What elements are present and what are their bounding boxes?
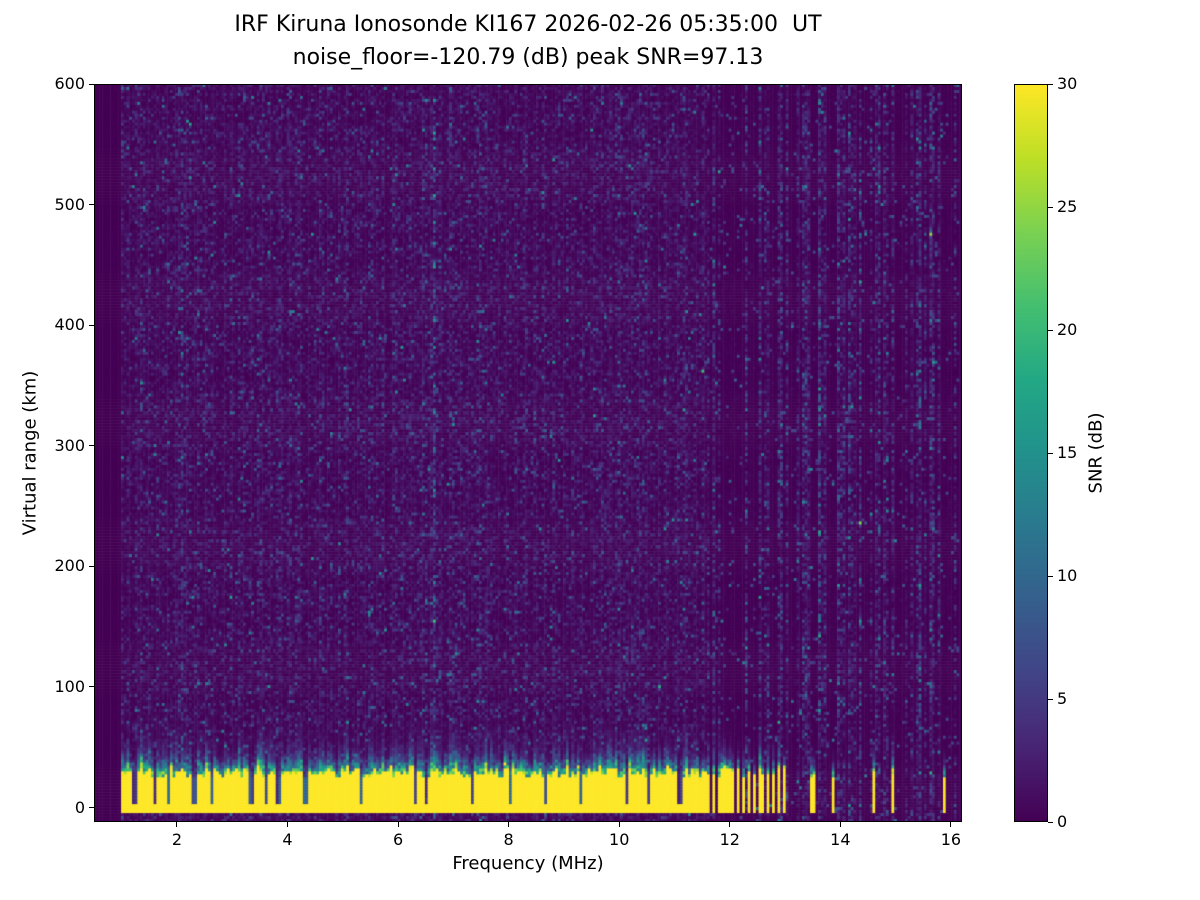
y-tick-mark [89, 565, 94, 567]
colorbar-tick-mark [1048, 575, 1053, 577]
x-tick-mark [618, 822, 620, 827]
plot-title-line2: noise_floor=-120.79 (dB) peak SNR=97.13 [292, 45, 764, 70]
x-tick-mark [397, 822, 399, 827]
plot-title-line1: IRF Kiruna Ionosonde KI167 2026-02-26 05… [234, 12, 822, 37]
x-tick-mark [729, 822, 731, 827]
x-tick-mark [839, 822, 841, 827]
y-tick-mark [89, 324, 94, 326]
colorbar-tick-mark [1048, 698, 1053, 700]
y-tick-label: 400 [54, 315, 85, 335]
plot-title: IRF Kiruna Ionosonde KI167 2026-02-26 05… [94, 8, 962, 74]
colorbar-tick-mark [1048, 452, 1053, 454]
colorbar-tick-label: 30 [1057, 74, 1078, 93]
colorbar-gradient [1015, 85, 1047, 821]
y-tick-mark [89, 445, 94, 447]
x-tick-mark [508, 822, 510, 827]
x-axis-label: Frequency (MHz) [452, 853, 604, 874]
x-tick-label: 12 [719, 830, 740, 849]
colorbar-tick-label: 20 [1057, 320, 1078, 339]
x-tick-label: 2 [171, 830, 183, 849]
y-tick-label: 200 [54, 556, 85, 576]
y-tick-label: 300 [54, 435, 85, 455]
colorbar-tick-mark [1048, 206, 1053, 208]
x-tick-label: 4 [282, 830, 293, 849]
colorbar-tick-label: 5 [1057, 689, 1068, 708]
y-tick-mark [89, 686, 94, 688]
colorbar [1014, 84, 1048, 822]
colorbar-tick-label: 15 [1057, 443, 1078, 462]
colorbar-tick-mark [1048, 329, 1053, 331]
y-tick-label: 500 [54, 194, 85, 214]
y-tick-label: 600 [54, 74, 85, 93]
x-tick-label: 16 [940, 830, 962, 849]
colorbar-tick-label: 10 [1057, 566, 1078, 585]
x-tick-label: 8 [503, 830, 514, 849]
x-tick-mark [950, 822, 952, 827]
x-tick-mark [287, 822, 288, 827]
x-tick-label: 6 [392, 830, 404, 849]
ionogram-heatmap-canvas [94, 84, 962, 822]
colorbar-tick-mark [1048, 83, 1053, 85]
colorbar-tick-mark [1048, 821, 1053, 823]
colorbar-label: SNR (dB) [1085, 412, 1107, 494]
y-tick-label: 100 [54, 676, 85, 696]
colorbar-tick-label: 0 [1057, 812, 1068, 831]
x-tick-label: 10 [609, 830, 630, 849]
colorbar-tick-label: 25 [1057, 197, 1078, 216]
y-tick-mark [89, 83, 94, 85]
y-tick-mark [89, 204, 94, 206]
x-tick-mark [176, 822, 178, 827]
x-tick-label: 14 [830, 830, 851, 849]
y-tick-label: 0 [74, 797, 85, 817]
y-tick-mark [89, 807, 94, 809]
